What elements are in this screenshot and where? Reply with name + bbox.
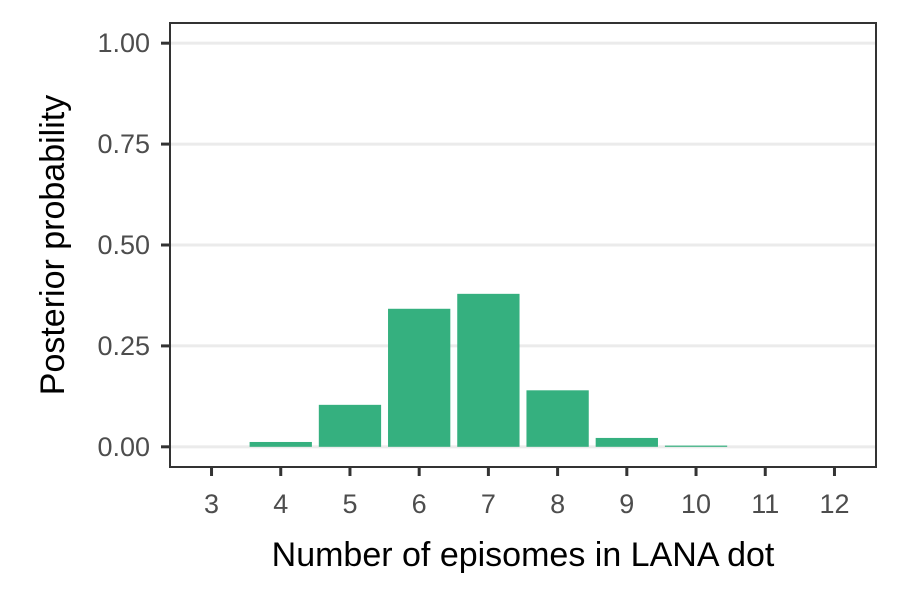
y-tick-label-2: 0.50 <box>97 230 150 260</box>
bar-10 <box>664 445 728 447</box>
x-axis-title: Number of episomes in LANA dot <box>272 536 775 574</box>
y-tick-label-3: 0.75 <box>97 129 150 159</box>
y-tick-label-1: 0.25 <box>97 331 150 361</box>
x-tick-label-8: 8 <box>550 489 565 519</box>
x-tick-label-4: 4 <box>273 489 288 519</box>
x-axis: 3 4 5 6 7 8 9 10 11 12 <box>204 467 849 519</box>
x-tick-label-10: 10 <box>681 489 711 519</box>
bar-7 <box>457 293 520 447</box>
gridlines <box>170 41 876 449</box>
x-tick-label-9: 9 <box>619 489 634 519</box>
x-tick-label-5: 5 <box>342 489 357 519</box>
y-tick-label-0: 0.00 <box>97 432 150 462</box>
bar-4 <box>249 441 312 447</box>
bar-9 <box>595 437 658 447</box>
y-tick-label-4: 1.00 <box>97 28 150 58</box>
bar-8 <box>526 390 589 447</box>
bars <box>249 293 728 447</box>
x-tick-label-12: 12 <box>819 489 849 519</box>
x-tick-label-6: 6 <box>412 489 427 519</box>
y-axis: 0.00 0.25 0.50 0.75 1.00 <box>97 28 170 462</box>
y-axis-title: Posterior probability <box>34 95 72 395</box>
x-tick-label-11: 11 <box>751 489 779 519</box>
bar-5 <box>318 404 382 447</box>
bar-6 <box>388 308 451 447</box>
x-tick-label-3: 3 <box>204 489 219 519</box>
x-tick-label-7: 7 <box>481 489 496 519</box>
